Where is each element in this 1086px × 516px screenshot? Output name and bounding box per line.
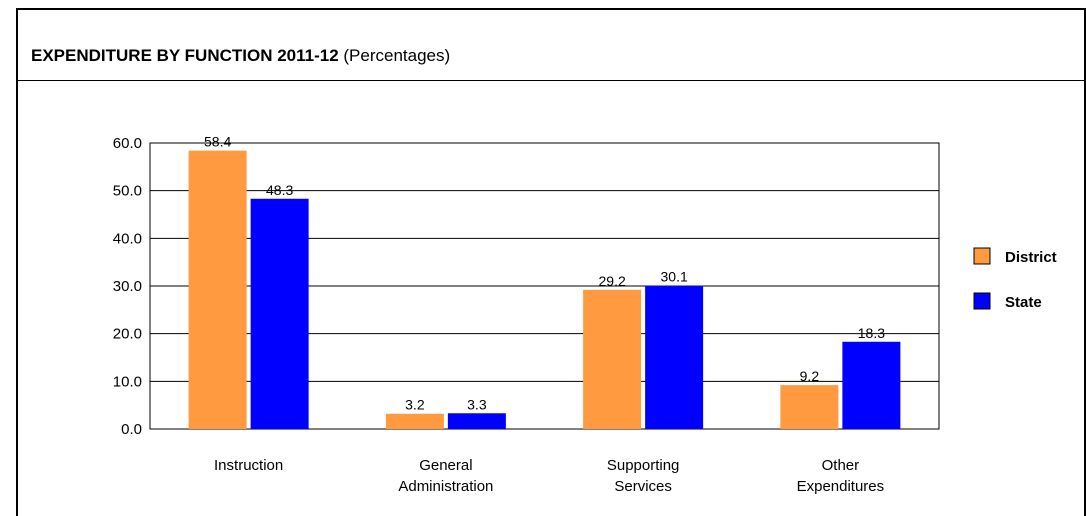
- data-label: 3.3: [467, 396, 487, 412]
- data-label: 9.2: [800, 368, 820, 384]
- bar-state: [645, 285, 704, 429]
- x-tick-label: Administration: [398, 478, 493, 495]
- data-label: 3.2: [405, 397, 425, 413]
- data-label: 58.4: [204, 134, 231, 150]
- y-tick-label: 50.0: [113, 183, 142, 200]
- x-tick-label: Instruction: [214, 457, 283, 474]
- y-tick-label: 10.0: [113, 373, 142, 390]
- bar-district: [385, 413, 444, 429]
- plot-area: [149, 142, 940, 430]
- y-tick-label: 30.0: [113, 278, 142, 295]
- x-tick-label: Supporting: [607, 457, 680, 474]
- legend-swatch-district: [973, 247, 991, 265]
- y-tick-label: 60.0: [113, 135, 142, 152]
- x-tick-label: Expenditures: [797, 478, 885, 495]
- data-label: 18.3: [858, 325, 885, 341]
- bar-state: [250, 198, 309, 429]
- chart-title-units: (Percentages): [338, 46, 451, 65]
- y-tick-label: 40.0: [113, 230, 142, 247]
- chart-title-main: EXPENDITURE BY FUNCTION 2011-12: [31, 46, 339, 65]
- x-tick-label: General: [419, 457, 472, 474]
- y-tick-label: 20.0: [113, 326, 142, 343]
- x-tick-label: Other: [822, 457, 860, 474]
- legend-swatch-state: [973, 292, 991, 310]
- legend-label-state: State: [1005, 294, 1042, 311]
- y-tick-label: 0.0: [121, 421, 142, 438]
- bar-district: [583, 289, 642, 429]
- chart-title: EXPENDITURE BY FUNCTION 2011-12 (Percent…: [31, 46, 450, 66]
- bar-state: [842, 341, 901, 429]
- data-label: 48.3: [266, 182, 293, 198]
- bar-district: [188, 150, 247, 430]
- bar-state: [447, 413, 506, 429]
- chart-frame: EXPENDITURE BY FUNCTION 2011-12 (Percent…: [16, 8, 1086, 516]
- x-tick-label: Services: [614, 478, 672, 495]
- data-label: 29.2: [599, 273, 626, 289]
- bar-district: [780, 385, 839, 429]
- title-bar: EXPENDITURE BY FUNCTION 2011-12 (Percent…: [18, 10, 1084, 81]
- legend-label-district: District: [1005, 249, 1057, 266]
- data-label: 30.1: [661, 269, 688, 285]
